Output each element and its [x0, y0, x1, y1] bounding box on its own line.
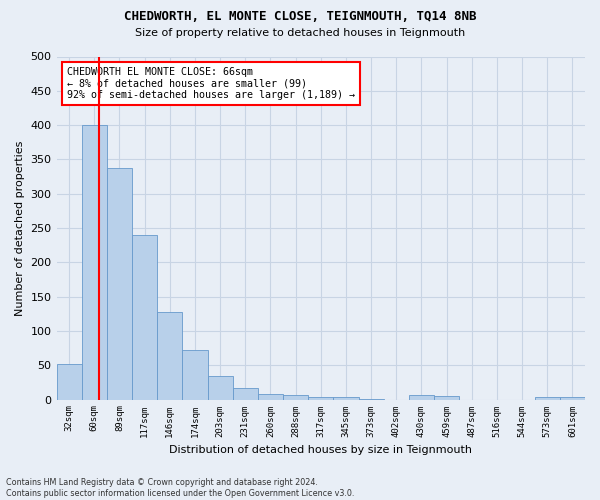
- Bar: [334, 397, 359, 400]
- Bar: [182, 350, 208, 400]
- Bar: [233, 388, 258, 400]
- Bar: [434, 396, 459, 400]
- Bar: [409, 395, 434, 400]
- Bar: [308, 397, 334, 400]
- Text: Contains HM Land Registry data © Crown copyright and database right 2024.
Contai: Contains HM Land Registry data © Crown c…: [6, 478, 355, 498]
- Bar: [535, 397, 560, 400]
- Text: Size of property relative to detached houses in Teignmouth: Size of property relative to detached ho…: [135, 28, 465, 38]
- X-axis label: Distribution of detached houses by size in Teignmouth: Distribution of detached houses by size …: [169, 445, 472, 455]
- Y-axis label: Number of detached properties: Number of detached properties: [15, 140, 25, 316]
- Bar: [132, 235, 157, 400]
- Bar: [560, 397, 585, 400]
- Bar: [157, 312, 182, 400]
- Bar: [359, 399, 383, 400]
- Bar: [283, 395, 308, 400]
- Bar: [208, 376, 233, 400]
- Text: CHEDWORTH EL MONTE CLOSE: 66sqm
← 8% of detached houses are smaller (99)
92% of : CHEDWORTH EL MONTE CLOSE: 66sqm ← 8% of …: [67, 67, 355, 100]
- Text: CHEDWORTH, EL MONTE CLOSE, TEIGNMOUTH, TQ14 8NB: CHEDWORTH, EL MONTE CLOSE, TEIGNMOUTH, T…: [124, 10, 476, 23]
- Bar: [82, 125, 107, 400]
- Bar: [56, 364, 82, 400]
- Bar: [107, 168, 132, 400]
- Bar: [258, 394, 283, 400]
